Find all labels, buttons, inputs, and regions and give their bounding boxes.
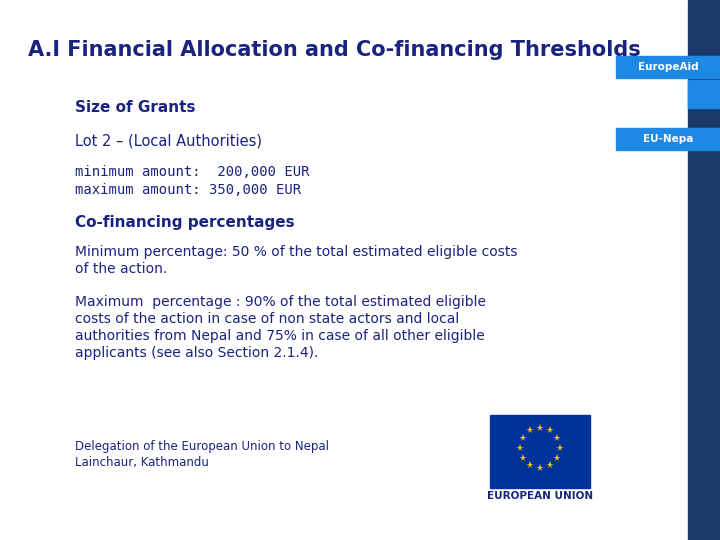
Text: minimum amount:  200,000 EUR: minimum amount: 200,000 EUR [75,165,310,179]
Text: authorities from Nepal and 75% in case of all other eligible: authorities from Nepal and 75% in case o… [75,329,485,343]
Bar [616,56,720,78]
Text: Delegation of the European Union to Nepal: Delegation of the European Union to Nepa… [75,440,329,453]
Text: Maximum  percentage : 90% of the total estimated eligible: Maximum percentage : 90% of the total es… [75,295,486,309]
Text: Lot 2 – (Local Authorities): Lot 2 – (Local Authorities) [75,133,262,148]
Bar [616,128,720,150]
Bar [688,0,720,540]
Text: maximum amount: 350,000 EUR: maximum amount: 350,000 EUR [75,183,301,197]
Text: Size of Grants: Size of Grants [75,100,196,115]
Text: costs of the action in case of non state actors and local: costs of the action in case of non state… [75,312,459,326]
Bar [490,415,590,488]
Text: of the action.: of the action. [75,262,167,276]
Text: EUROPEAN UNION: EUROPEAN UNION [487,491,593,501]
Text: Minimum percentage: 50 % of the total estimated eligible costs: Minimum percentage: 50 % of the total es… [75,245,518,259]
Text: EU-Nepa: EU-Nepa [643,134,693,144]
Bar [688,80,720,108]
Text: Lainchaur, Kathmandu: Lainchaur, Kathmandu [75,456,209,469]
Text: applicants (see also Section 2.1.4).: applicants (see also Section 2.1.4). [75,346,318,360]
Text: A.I Financial Allocation and Co-financing Thresholds: A.I Financial Allocation and Co-financin… [28,40,641,60]
Text: Co-financing percentages: Co-financing percentages [75,215,294,230]
Text: EuropeAid: EuropeAid [638,62,698,72]
